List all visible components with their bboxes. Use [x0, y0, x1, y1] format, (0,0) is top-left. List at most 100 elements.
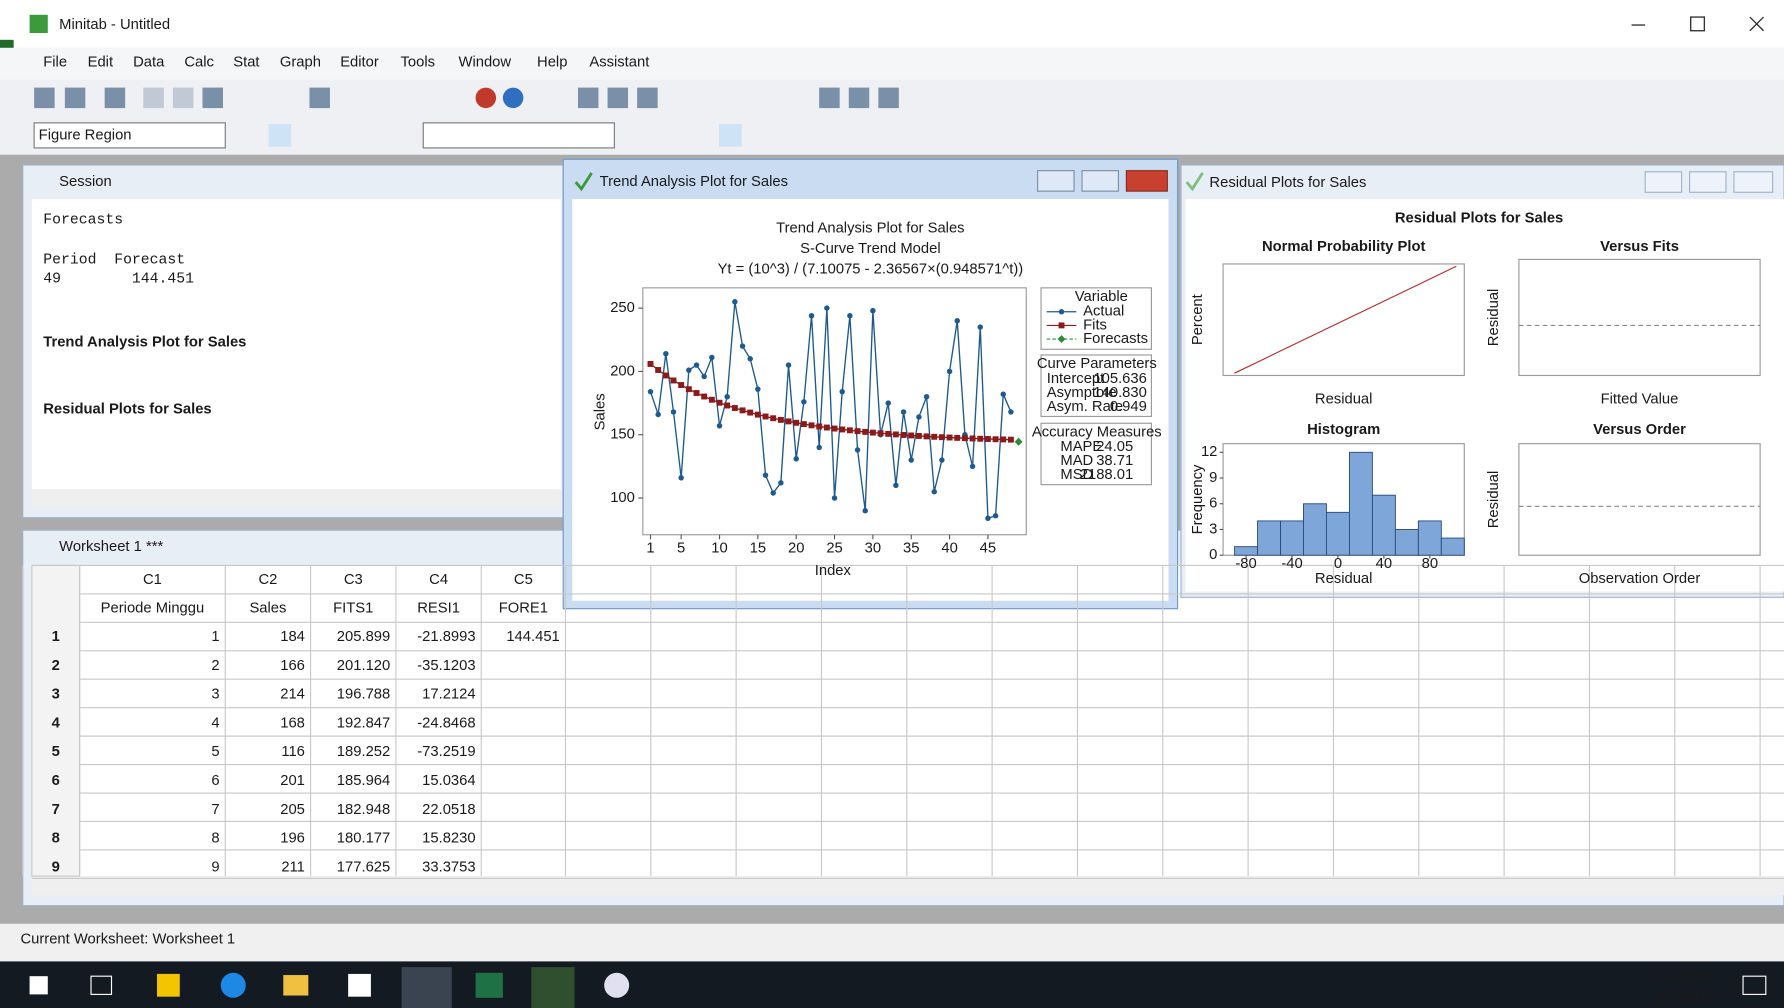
- menu-item[interactable]: Window: [459, 54, 512, 70]
- box-value: 0.949: [1110, 399, 1147, 415]
- point: [977, 435, 984, 442]
- close[interactable]: [1733, 171, 1774, 193]
- chart-title: Residual Plots for Sales: [1395, 210, 1563, 226]
- menu-item[interactable]: Tools: [400, 54, 435, 70]
- point: [854, 447, 861, 453]
- menu-item[interactable]: Calc: [184, 54, 214, 70]
- minimize[interactable]: [1037, 170, 1075, 192]
- x-tick-label: -40: [1281, 556, 1302, 572]
- start-button[interactable]: [29, 976, 48, 995]
- panel-title: Versus Order: [1593, 422, 1686, 438]
- cell: 205: [280, 802, 305, 818]
- point: [770, 490, 776, 496]
- point: [1000, 391, 1006, 397]
- itunes[interactable]: [604, 972, 630, 998]
- point: [701, 393, 708, 400]
- cell: 5: [211, 744, 219, 760]
- close[interactable]: [1749, 16, 1765, 32]
- edge[interactable]: [220, 972, 246, 998]
- x-tick-label: 40: [1376, 556, 1392, 572]
- x-tick-label: 5: [677, 540, 685, 556]
- maximize[interactable]: [1690, 16, 1706, 32]
- app-icon: [29, 14, 48, 33]
- point: [777, 416, 784, 423]
- point: [931, 488, 937, 495]
- scrollbar[interactable]: [31, 876, 1784, 896]
- row-number: 6: [52, 773, 60, 789]
- point: [663, 350, 669, 357]
- point: [954, 434, 961, 441]
- panel-x-label: Fitted Value: [1601, 391, 1679, 407]
- point: [716, 423, 723, 429]
- point: [816, 444, 822, 451]
- combo-box[interactable]: [33, 122, 226, 149]
- scrollbar[interactable]: [31, 489, 561, 508]
- point: [985, 515, 991, 522]
- maximize[interactable]: [1688, 171, 1727, 193]
- explorer[interactable]: [283, 975, 309, 996]
- worksheet-grid: [31, 565, 1784, 877]
- x-axis-label: Index: [815, 563, 852, 579]
- point: [655, 367, 662, 373]
- cell: 6: [211, 773, 219, 789]
- menu-item[interactable]: Graph: [280, 54, 321, 70]
- point: [939, 457, 945, 463]
- notifications[interactable]: [1742, 975, 1767, 995]
- minimize[interactable]: [1644, 171, 1683, 193]
- session-content: [31, 199, 561, 490]
- point: [961, 435, 968, 442]
- histogram-bar: [1440, 537, 1465, 556]
- point: [808, 422, 815, 429]
- point: [908, 457, 914, 463]
- window-controls[interactable]: [1631, 16, 1765, 32]
- taskbar-icons[interactable]: [29, 967, 1767, 1008]
- row-number: 4: [52, 715, 61, 731]
- menu-item[interactable]: File: [43, 54, 67, 70]
- maximize[interactable]: [1081, 170, 1119, 192]
- menu-item[interactable]: Data: [133, 54, 165, 70]
- session-line: 49 144.451: [43, 272, 194, 288]
- panel-x-label: Residual: [1315, 391, 1373, 407]
- row-number: 9: [52, 859, 60, 875]
- point: [793, 456, 799, 462]
- histogram-bar: [1417, 520, 1442, 556]
- x-tick-label: 30: [865, 540, 881, 556]
- point: [778, 480, 784, 486]
- point: [785, 362, 792, 368]
- cell: 4: [211, 715, 219, 731]
- menu-item[interactable]: Editor: [340, 54, 379, 70]
- menu-item[interactable]: Assistant: [589, 54, 649, 70]
- cell: -21.8993: [417, 629, 475, 645]
- point: [1007, 436, 1014, 443]
- status-bar: [0, 923, 1784, 962]
- sticky-notes[interactable]: [157, 973, 180, 997]
- box-label: MAPE: [1060, 439, 1102, 455]
- combo-box[interactable]: [422, 122, 615, 149]
- cell: 8: [211, 831, 219, 847]
- legend-marker: [1058, 309, 1065, 315]
- residual-window-controls[interactable]: [1644, 171, 1774, 193]
- store[interactable]: [348, 973, 371, 997]
- column-id: C2: [258, 572, 277, 588]
- x-tick-label: -80: [1235, 556, 1256, 572]
- window-title: Minitab - Untitled: [59, 17, 170, 33]
- menu-item[interactable]: Stat: [233, 54, 259, 70]
- cell: 214: [280, 687, 305, 703]
- minitab-task[interactable]: [531, 967, 575, 1008]
- close[interactable]: [1125, 170, 1168, 192]
- point: [977, 324, 983, 330]
- row-number: 8: [52, 831, 60, 847]
- point: [747, 409, 754, 416]
- histogram-bar: [1280, 520, 1304, 556]
- trend-window-controls[interactable]: [1037, 170, 1168, 192]
- menu-item[interactable]: Help: [537, 54, 567, 70]
- task-view[interactable]: [90, 975, 113, 995]
- menu-item[interactable]: Edit: [88, 54, 113, 70]
- point: [755, 386, 761, 392]
- excel[interactable]: [475, 972, 503, 998]
- point: [946, 434, 953, 441]
- point: [938, 434, 945, 441]
- calendar-app[interactable]: [401, 967, 452, 1008]
- legend-label: Fits: [1083, 317, 1107, 333]
- point: [862, 507, 868, 514]
